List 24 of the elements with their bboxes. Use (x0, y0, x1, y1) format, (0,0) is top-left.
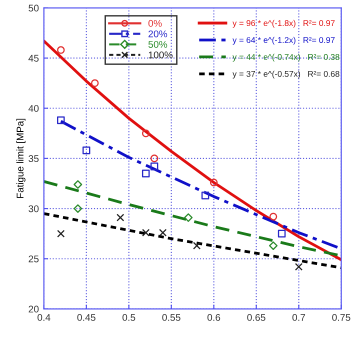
y-tick-label: 45 (28, 54, 39, 62)
y-tick-label: 50 (28, 4, 39, 12)
legend-label: y = 64 * e^(-1.2x) R²= 0.97 (232, 36, 335, 45)
legend-label: 50% (148, 40, 168, 48)
legend-label: y = 96 * e^(-1.8x) R²= 0.97 (232, 20, 335, 28)
x-tick-label: 0.7 (292, 314, 306, 321)
y-tick-label: 35 (28, 155, 39, 162)
legend-label: y = 37 * e^(-0.57x) R²= 0.68 (232, 70, 340, 78)
y-tick-label: 40 (28, 104, 39, 112)
y-axis-title: Fatigue limit [MPa] (16, 118, 26, 198)
legend-label: 100% (148, 51, 173, 58)
y-tick-label: 30 (28, 205, 39, 212)
legend-label: 20% (148, 30, 168, 38)
x-tick-label: 0.75 (332, 314, 350, 321)
legend-label: 0% (148, 20, 162, 27)
x-tick-label: 0.55 (162, 314, 180, 321)
x-tick-label: 0.5 (122, 314, 136, 321)
y-tick-label: 25 (28, 255, 39, 262)
x-tick-label: 0.45 (77, 314, 96, 321)
x-tick-label: 0.65 (247, 314, 266, 321)
y-tick-label: 20 (28, 306, 39, 313)
x-tick-label: 0.4 (38, 314, 50, 321)
legend-label: y = 44 * e^(-0.74x) R²= 0.38 (232, 54, 340, 62)
x-tick-label: 0.6 (207, 314, 220, 321)
